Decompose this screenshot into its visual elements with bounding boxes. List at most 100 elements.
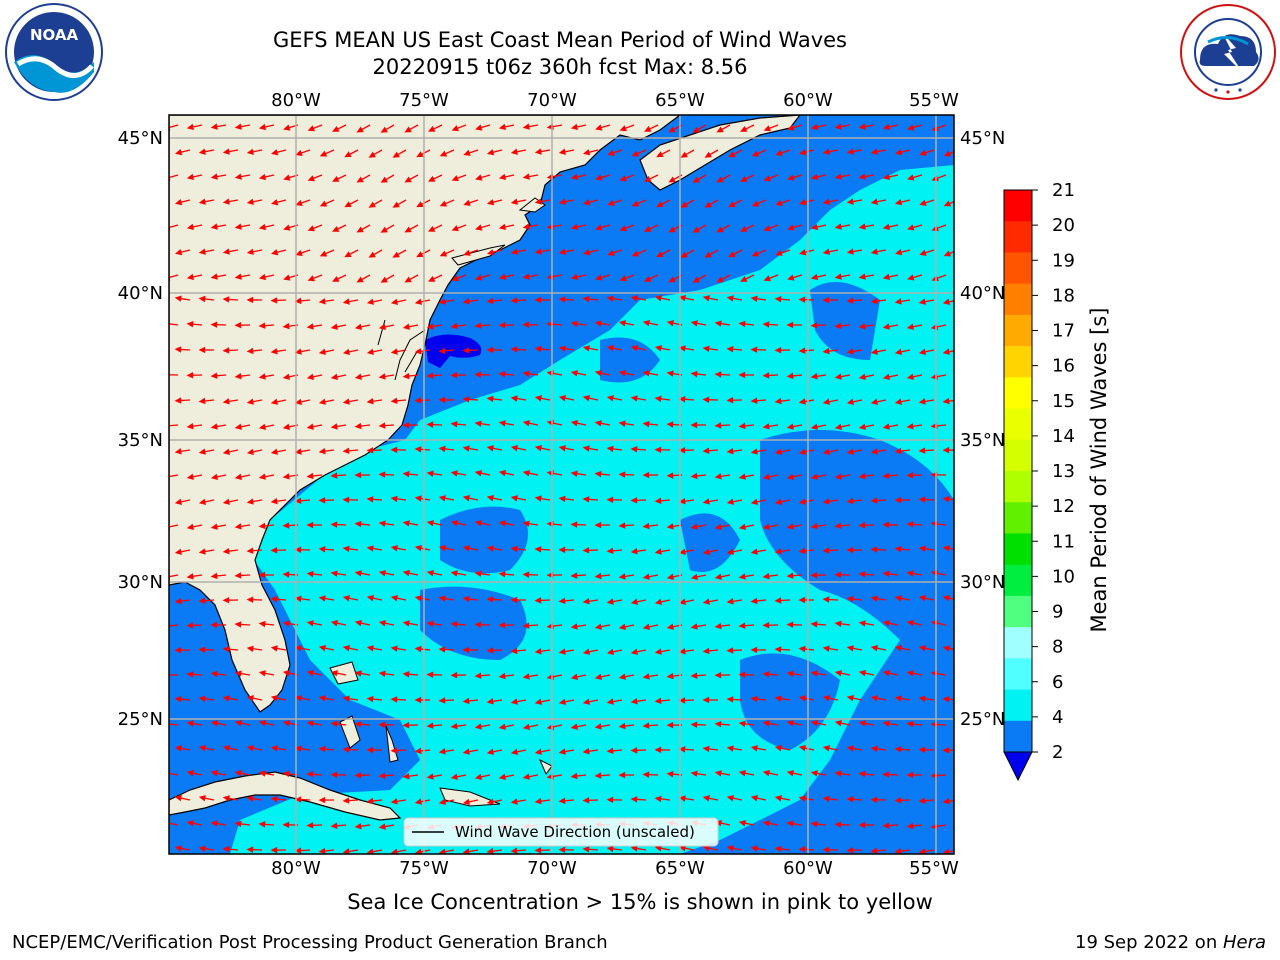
wind-arrow — [319, 249, 335, 257]
chart-subtitle: 20220915 t06z 360h fcst Max: 8.56 — [372, 55, 748, 79]
wind-arrow — [726, 696, 743, 703]
wind-arrow — [174, 795, 191, 802]
wind-arrow — [846, 745, 863, 752]
wind-arrow — [775, 199, 791, 206]
wind-arrow — [378, 520, 395, 527]
wind-arrow — [534, 198, 551, 205]
wind-arrow — [222, 547, 239, 555]
wind-arrow — [714, 523, 731, 530]
colorbar-segment — [1004, 720, 1032, 753]
colorbar-tick-label: 17 — [1052, 321, 1075, 342]
wind-arrow — [750, 295, 767, 302]
wind-arrow — [271, 199, 287, 206]
wind-arrow — [380, 124, 395, 133]
wind-arrow — [894, 848, 911, 854]
wind-arrow — [692, 124, 707, 133]
wind-arrow — [510, 596, 527, 604]
wind-arrow — [558, 296, 575, 303]
wind-arrow — [702, 396, 719, 403]
wind-arrow — [678, 295, 695, 302]
wind-arrow — [222, 398, 239, 405]
wind-arrow — [234, 670, 251, 677]
wind-arrow — [198, 695, 215, 702]
wind-arrow — [630, 698, 647, 705]
wind-arrow — [654, 795, 671, 803]
wind-arrow — [642, 722, 659, 729]
wind-arrow — [570, 123, 587, 131]
wind-arrow — [210, 720, 227, 727]
wind-arrow — [438, 298, 455, 305]
wind-arrow — [558, 395, 575, 402]
wind-arrow — [810, 572, 827, 579]
wind-arrow — [631, 149, 647, 157]
wind-arrow — [330, 620, 347, 627]
wind-arrow — [246, 347, 263, 355]
wind-arrow — [642, 573, 659, 580]
wind-arrow — [450, 420, 467, 428]
wind-arrow — [414, 397, 431, 404]
wind-arrow — [318, 595, 335, 602]
wind-arrow — [630, 497, 647, 504]
wind-arrow — [799, 149, 815, 156]
wind-arrow — [690, 370, 707, 378]
wind-arrow — [728, 199, 743, 208]
wind-arrow — [594, 521, 611, 529]
wind-arrow — [258, 273, 275, 281]
date-stamp-host: Hera — [1222, 932, 1266, 953]
wind-arrow — [692, 224, 707, 233]
wind-arrow — [270, 645, 287, 652]
lat-label: 25°N — [960, 709, 1005, 730]
wind-arrow — [582, 797, 599, 804]
colorbar-segment — [1004, 502, 1032, 534]
wind-arrow — [786, 820, 803, 827]
wind-arrow — [486, 346, 503, 354]
noaa-logo: NOAA — [5, 3, 103, 101]
wind-arrow — [354, 772, 371, 779]
wind-arrow — [258, 223, 275, 231]
wind-arrow — [330, 670, 347, 677]
wind-arrow — [558, 797, 575, 804]
wind-arrow — [906, 771, 923, 779]
wind-arrow — [294, 695, 311, 702]
wind-arrow — [619, 174, 635, 182]
wind-arrow — [439, 199, 455, 207]
wind-arrow — [522, 321, 539, 328]
wind-arrow — [606, 496, 623, 504]
wind-arrow — [570, 320, 587, 327]
wind-arrow — [582, 698, 599, 705]
wind-arrow — [907, 174, 923, 181]
wind-arrow — [198, 295, 215, 303]
wind-arrow — [906, 472, 923, 479]
wind-arrow — [414, 348, 431, 355]
wind-arrow — [595, 274, 611, 281]
wind-arrow — [607, 199, 623, 206]
wind-arrow — [270, 448, 287, 455]
wind-arrow — [882, 373, 899, 380]
wind-arrow — [306, 373, 323, 380]
wind-arrow — [186, 123, 203, 131]
wind-arrow — [678, 548, 695, 555]
wind-arrow — [294, 847, 311, 854]
wind-arrow — [834, 273, 851, 280]
wind-arrow — [294, 348, 311, 355]
wind-arrow — [354, 373, 371, 380]
wind-arrow — [186, 523, 203, 530]
lat-label: 35°N — [118, 430, 163, 451]
wind-arrow — [787, 174, 803, 181]
wind-arrow — [618, 370, 635, 377]
wind-arrow — [390, 798, 407, 805]
wind-arrow — [558, 546, 575, 554]
wind-arrow — [258, 670, 275, 677]
wind-arrow — [307, 124, 323, 132]
wind-arrow — [198, 795, 215, 802]
wind-arrow — [906, 822, 923, 830]
wind-arrow — [654, 497, 671, 504]
wind-arrow — [210, 423, 227, 430]
wind-arrow — [594, 420, 611, 427]
wind-arrow — [882, 223, 899, 231]
wind-arrow — [846, 248, 863, 255]
wind-arrow — [606, 598, 623, 605]
wind-arrow — [450, 722, 467, 730]
lat-label: 40°N — [960, 283, 1005, 304]
lat-label: 45°N — [960, 128, 1005, 149]
